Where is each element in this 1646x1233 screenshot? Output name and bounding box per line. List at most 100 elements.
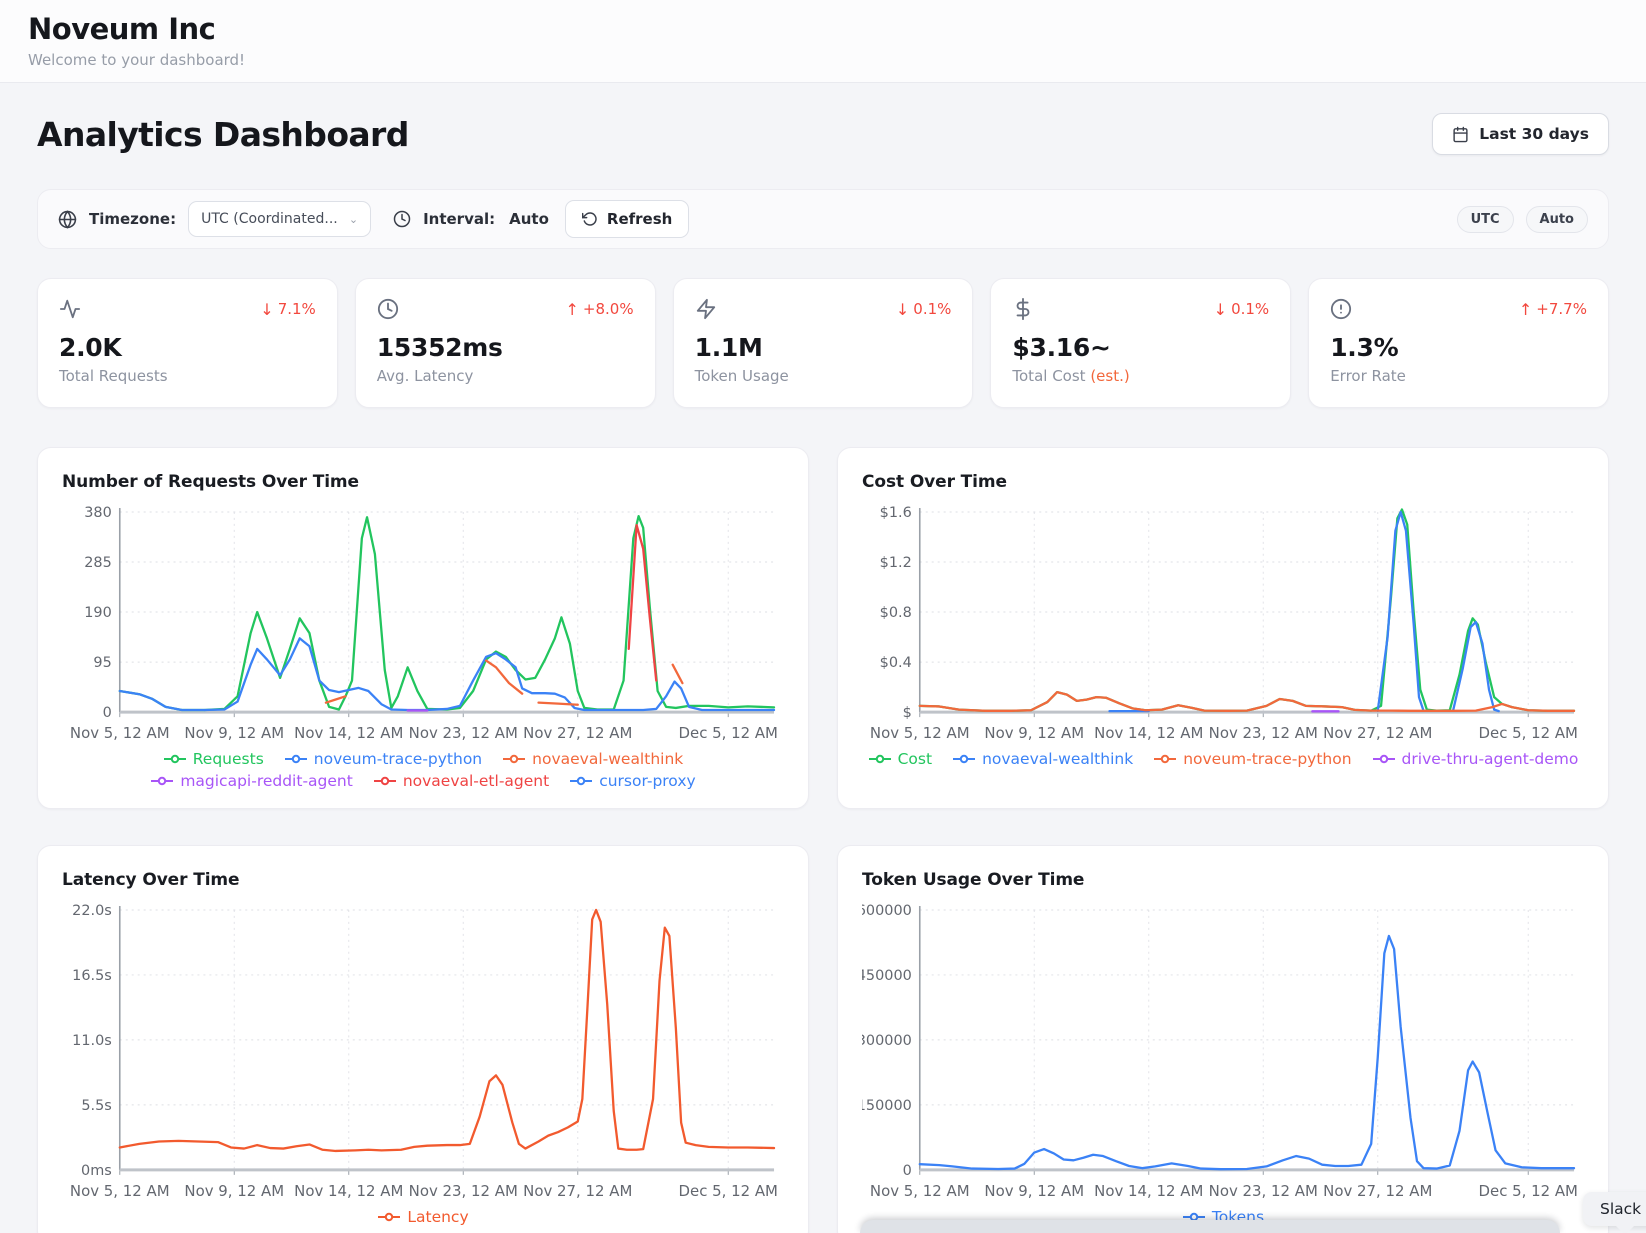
delta-arrow-icon: ↓ [895,299,910,319]
legend-item[interactable]: Cost [868,750,932,768]
svg-text:Nov 23, 12 AM: Nov 23, 12 AM [1209,724,1318,742]
stat-value: 1.3% [1330,333,1399,362]
svg-text:Dec 5, 12 AM: Dec 5, 12 AM [1479,724,1578,742]
chart-card: Cost Over Time Nov 5, 12 AM Nov 9, 12 AM N… [837,447,1609,809]
stat-label: Total Requests [59,367,168,385]
legend-label: Cost [897,749,933,768]
legend-item[interactable]: noveum-trace-python [1153,750,1352,768]
svg-text:16.5s: 16.5s [72,968,112,984]
legend-label: novaeval-wealthink [982,749,1134,768]
legend-label: cursor-proxy [599,771,696,790]
svg-text:Nov 27, 12 AM: Nov 27, 12 AM [1323,724,1432,742]
legend-marker-icon [1372,754,1395,764]
slack-tooltip-label: Slack [1600,1200,1642,1218]
timezone-label: Timezone: [89,210,177,228]
timezone-select[interactable]: UTC (Coordinated... ⌄ [188,201,372,237]
svg-text:0ms: 0ms [81,1163,112,1179]
stat-label: Error Rate [1330,367,1406,385]
svg-text:95: 95 [93,655,111,671]
svg-text:600000: 600000 [862,903,912,919]
chevron-down-icon: ⌄ [348,212,359,226]
date-range-label: Last 30 days [1479,125,1589,143]
legend-marker-icon [378,1212,401,1221]
chart-plot[interactable]: Nov 5, 12 AM Nov 9, 12 AM Nov 14, 12 AM Nov… [62,900,784,1204]
legend-label: drive-thru-agent-demo [1401,749,1579,768]
svg-text:Nov 9, 12 AM: Nov 9, 12 AM [984,724,1084,742]
legend-item[interactable]: novaeval-etl-agent [373,772,549,790]
chart-plot[interactable]: Nov 5, 12 AM Nov 9, 12 AM Nov 14, 12 AM Nov… [862,502,1584,746]
svg-text:285: 285 [84,555,112,571]
stat-label: Avg. Latency [376,367,474,385]
svg-text:450000: 450000 [862,968,912,984]
svg-text:Dec 5, 12 AM: Dec 5, 12 AM [1479,1182,1578,1200]
interval-badge: Auto [1525,205,1588,233]
globe-icon [58,209,77,229]
svg-text:Nov 5, 12 AM: Nov 5, 12 AM [870,724,970,742]
stat-card: ↓ 0.1% 1.1M Token Usage [672,278,974,408]
legend-item[interactable]: drive-thru-agent-demo [1372,749,1579,768]
stat-delta: ↑ +7.7% [1518,299,1587,319]
svg-text:$0.8: $0.8 [880,605,912,621]
svg-text:Nov 27, 12 AM: Nov 27, 12 AM [523,1182,632,1200]
page-title: Analytics Dashboard [37,114,409,154]
stat-value: 2.0K [59,333,122,362]
legend-marker-icon [151,776,174,786]
timezone-value: UTC (Coordinated... [201,211,338,227]
legend-marker-icon [503,754,526,764]
stats-row: ↓ 7.1% 2.0K Total Requests ↑ +8.0% 15352ms… [37,278,1609,408]
stat-value: $3.16~ [1012,333,1111,362]
charts-grid: Number of Requests Over Time Nov 5, 12 A… [37,447,1609,1233]
toolbar: Timezone: UTC (Coordinated... ⌄ Interval… [37,189,1609,249]
welcome-text: Welcome to your dashboard! [28,51,246,69]
legend-item[interactable]: noveum-trace-python [284,750,482,768]
chart-card: Token Usage Over Time Nov 5, 12 AM Nov 9,… [837,844,1609,1233]
svg-text:Nov 23, 12 AM: Nov 23, 12 AM [409,724,518,742]
legend-label: magicapi-reddit-agent [180,771,353,790]
page-head: Analytics Dashboard Last 30 days [37,113,1609,155]
legend-label: novaeval-wealthink [532,749,684,768]
interval-label: Interval: [423,210,496,228]
legend-marker-icon [284,754,307,764]
legend-item[interactable]: magicapi-reddit-agent [150,772,353,790]
legend-item[interactable]: novaeval-wealthink [502,750,683,768]
legend-item[interactable]: Requests [163,750,264,768]
svg-text:Nov 27, 12 AM: Nov 27, 12 AM [1323,1182,1432,1200]
chart-plot[interactable]: Nov 5, 12 AM Nov 9, 12 AM Nov 14, 12 AM Nov… [62,502,784,746]
dollar-icon [1012,298,1034,320]
svg-text:Nov 23, 12 AM: Nov 23, 12 AM [409,1182,518,1200]
svg-text:11.0s: 11.0s [72,1033,112,1049]
alert-circle-icon [1330,298,1352,320]
svg-text:Nov 27, 12 AM: Nov 27, 12 AM [523,724,632,742]
chart-legend: Latency [62,1208,784,1226]
legend-item[interactable]: Latency [377,1207,469,1226]
delta-arrow-icon: ↑ [1518,299,1533,319]
svg-text:22.0s: 22.0s [72,903,112,919]
stat-value: 15352ms [376,333,503,362]
legend-item[interactable]: novaeval-wealthink [952,750,1133,768]
delta-arrow-icon: ↑ [565,299,579,319]
svg-text:Dec 5, 12 AM: Dec 5, 12 AM [679,724,778,742]
chart-title: Latency Over Time [62,869,240,890]
svg-text:300000: 300000 [862,1033,912,1049]
interval-value: Auto [509,210,549,228]
refresh-button[interactable]: Refresh [564,200,690,238]
legend-item[interactable]: cursor-proxy [569,771,696,790]
legend-label: Latency [407,1207,469,1226]
legend-marker-icon [868,754,891,764]
svg-text:Nov 5, 12 AM: Nov 5, 12 AM [870,1182,970,1200]
svg-text:0: 0 [103,705,112,721]
svg-text:5.5s: 5.5s [81,1098,111,1114]
chart-title: Number of Requests Over Time [62,472,359,492]
app-header: Noveum Inc Welcome to your dashboard! [0,0,1646,83]
svg-text:Nov 9, 12 AM: Nov 9, 12 AM [984,1182,1084,1200]
clock-icon [393,210,411,228]
slack-tooltip[interactable]: Slack [1583,1192,1646,1233]
chart-plot[interactable]: Nov 5, 12 AM Nov 9, 12 AM Nov 14, 12 AM Nov… [862,900,1584,1204]
svg-text:190: 190 [84,605,112,621]
svg-text:Nov 14, 12 AM: Nov 14, 12 AM [294,724,403,742]
date-range-button[interactable]: Last 30 days [1432,113,1609,155]
svg-text:Nov 9, 12 AM: Nov 9, 12 AM [184,724,284,742]
stat-label: Token Usage [694,367,789,385]
zap-icon [695,298,717,320]
svg-text:$1.2: $1.2 [880,555,912,571]
